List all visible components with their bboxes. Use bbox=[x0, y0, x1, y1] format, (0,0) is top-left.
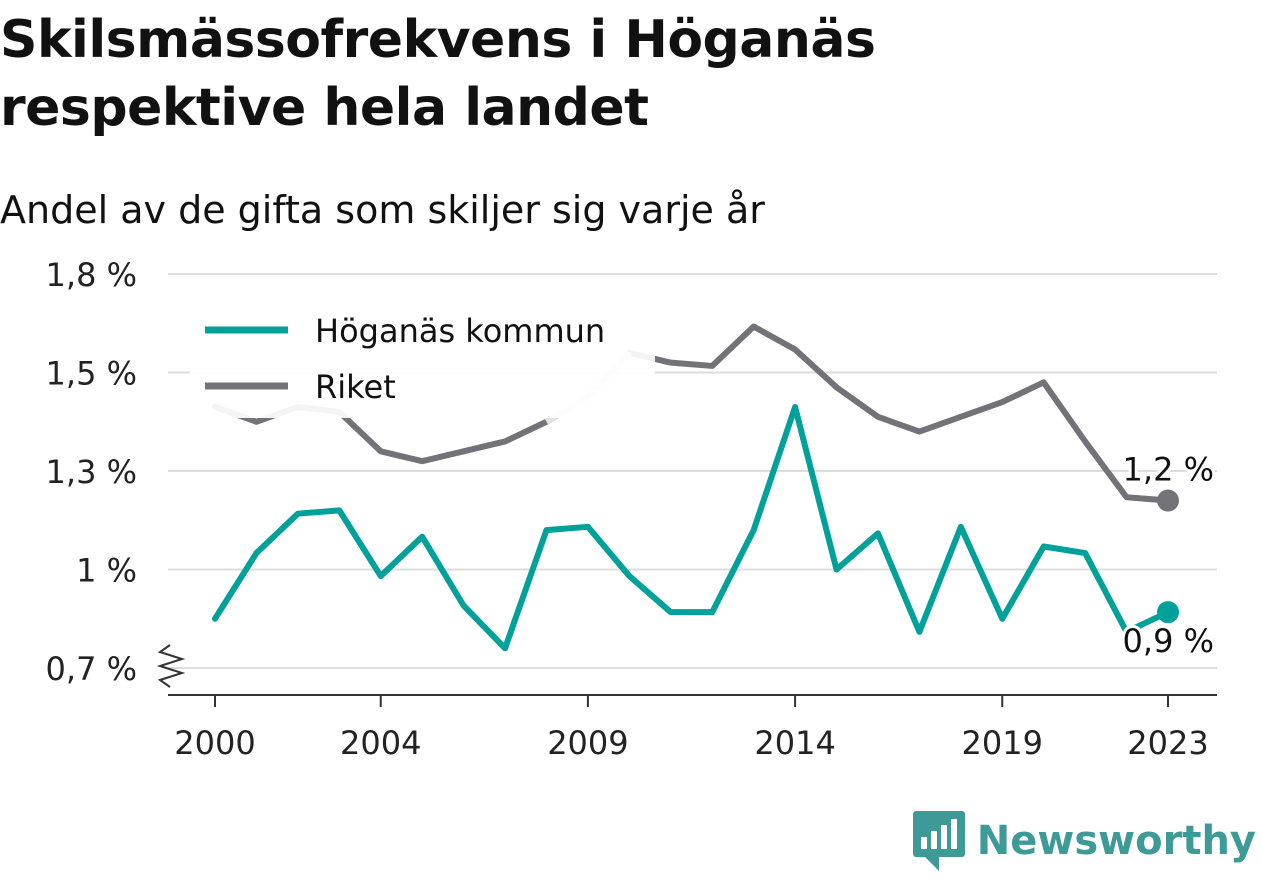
chart-title: Skilsmässofrekvens i Höganäs respektive … bbox=[0, 6, 1240, 142]
series-end-point bbox=[1157, 489, 1179, 512]
x-tick-label: 2014 bbox=[754, 724, 835, 762]
y-axis-labels: 0,7 % 1 % 1,3 % 1,5 % 1,8 % bbox=[46, 256, 186, 688]
y-tick-label: 1,5 % bbox=[46, 355, 137, 393]
end-label-hoganas: 0,9 % bbox=[1123, 622, 1214, 660]
x-axis: 2000 2004 2009 2014 2019 2023 bbox=[168, 694, 1217, 762]
y-tick-label: 0,7 % bbox=[46, 650, 137, 688]
legend-background bbox=[190, 300, 655, 418]
axis-break-icon bbox=[156, 644, 186, 688]
y-tick-label: 1,3 % bbox=[46, 453, 137, 491]
legend: Höganäs kommun Riket bbox=[190, 300, 655, 418]
legend-label: Höganäs kommun bbox=[315, 312, 605, 350]
chart-subtitle: Andel av de gifta som skiljer sig varje … bbox=[0, 188, 765, 232]
x-tick-label: 2023 bbox=[1127, 724, 1208, 762]
title-line-1: Skilsmässofrekvens i Höganäs bbox=[0, 10, 876, 70]
brand-name: Newsworthy bbox=[976, 818, 1256, 864]
x-tick-label: 2004 bbox=[340, 724, 421, 762]
series-end-point bbox=[1157, 601, 1179, 624]
end-label-riket: 1,2 % bbox=[1123, 451, 1214, 489]
x-tick-label: 2009 bbox=[547, 724, 628, 762]
y-tick-label: 1 % bbox=[76, 552, 137, 590]
newsworthy-logo-icon bbox=[912, 811, 965, 871]
x-tick-label: 2019 bbox=[962, 724, 1043, 762]
series-line-h-gan-s-kommun bbox=[212, 403, 1171, 652]
x-tick-label: 2000 bbox=[174, 724, 255, 762]
end-labels: 1,2 % 0,9 % bbox=[1120, 448, 1217, 664]
series-line-riket bbox=[212, 323, 1171, 504]
title-line-2: respektive hela landet bbox=[0, 78, 649, 138]
gridlines bbox=[168, 273, 1217, 669]
brand-logo: Newsworthy bbox=[912, 811, 1256, 871]
legend-label: Riket bbox=[315, 368, 396, 406]
y-tick-label: 1,8 % bbox=[46, 256, 137, 294]
